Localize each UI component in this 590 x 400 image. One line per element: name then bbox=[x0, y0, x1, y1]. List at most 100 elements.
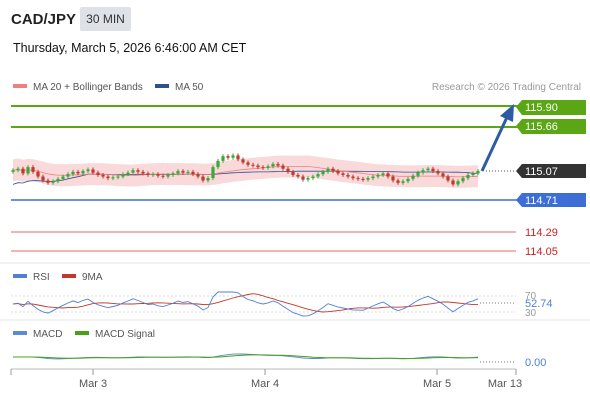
candle-body bbox=[246, 162, 250, 165]
x-tick-label-mar4: Mar 4 bbox=[251, 378, 279, 390]
candle-body bbox=[406, 178, 410, 182]
candle-body bbox=[391, 176, 395, 181]
candle-body bbox=[316, 174, 320, 177]
candle-body bbox=[251, 164, 255, 166]
candle-body bbox=[306, 178, 310, 180]
candle-body bbox=[166, 174, 170, 177]
candle-body bbox=[41, 176, 45, 181]
candle-body bbox=[401, 181, 405, 183]
candle-body bbox=[336, 171, 340, 174]
candle-body bbox=[261, 167, 265, 169]
candle-body bbox=[326, 168, 330, 172]
candle-body bbox=[421, 170, 425, 173]
candle-body bbox=[156, 174, 160, 176]
candle-body bbox=[456, 181, 460, 185]
candle-body bbox=[116, 176, 120, 178]
ma20-legend-label: MA 20 + Bollinger Bands bbox=[33, 82, 143, 93]
candle-body bbox=[256, 165, 260, 168]
candle-body bbox=[31, 167, 35, 172]
candle-body bbox=[471, 173, 475, 175]
interval-button[interactable]: 30 MIN bbox=[80, 7, 131, 31]
candle-body bbox=[231, 155, 235, 158]
candle-body bbox=[201, 176, 205, 181]
candle-body bbox=[311, 176, 315, 179]
candle-body bbox=[416, 172, 420, 176]
candle-body bbox=[191, 171, 195, 175]
candle-body bbox=[176, 171, 180, 174]
candle-body bbox=[66, 174, 70, 177]
candle-body bbox=[286, 168, 290, 172]
candle-body bbox=[56, 178, 60, 182]
candle-body bbox=[121, 174, 125, 177]
candle-body bbox=[371, 176, 375, 179]
candle-body bbox=[86, 169, 90, 172]
candle-body bbox=[356, 178, 360, 180]
candle-body bbox=[241, 159, 245, 163]
candle-body bbox=[81, 171, 85, 174]
candle-body bbox=[211, 167, 215, 179]
candle-body bbox=[101, 174, 105, 177]
rsi-line bbox=[12, 291, 479, 317]
candle-body bbox=[341, 173, 345, 175]
x-tick-label-mar5: Mar 5 bbox=[423, 378, 451, 390]
candle-body bbox=[16, 168, 20, 171]
candle-body bbox=[151, 174, 155, 176]
macd-legend-label: MACD bbox=[33, 329, 62, 340]
candle-body bbox=[301, 176, 305, 180]
candle-body bbox=[346, 174, 350, 177]
candle-body bbox=[71, 171, 75, 175]
projection-arrow bbox=[480, 114, 510, 172]
rsi-level-30-label: 30 bbox=[525, 308, 537, 319]
candle-body bbox=[321, 171, 325, 175]
candle-body bbox=[446, 176, 450, 181]
level-label-r2: 115.90 bbox=[525, 102, 558, 114]
candle-body bbox=[466, 174, 470, 179]
candle-body bbox=[351, 176, 355, 179]
rsi-legend-swatch bbox=[13, 274, 27, 278]
rsi-legend-label: RSI bbox=[33, 272, 50, 283]
candle-body bbox=[196, 174, 200, 177]
level-label-s1: 114.71 bbox=[525, 195, 558, 207]
candle-body bbox=[376, 174, 380, 177]
rsi-value-label: 52.74 bbox=[525, 298, 553, 310]
candle-body bbox=[141, 171, 145, 174]
candle-body bbox=[436, 171, 440, 174]
candle-body bbox=[186, 171, 190, 173]
level-label-s2: 114.29 bbox=[525, 227, 558, 239]
candle-body bbox=[171, 173, 175, 175]
candle-body bbox=[461, 178, 465, 182]
macd-signal-line bbox=[13, 354, 479, 359]
candle-body bbox=[361, 178, 365, 180]
candle-body bbox=[146, 173, 150, 175]
candle-body bbox=[111, 177, 115, 179]
candle-body bbox=[221, 156, 225, 161]
candle-body bbox=[441, 173, 445, 177]
symbol-title: CAD/JPY bbox=[11, 11, 77, 28]
candle-body bbox=[381, 173, 385, 175]
candle-body bbox=[431, 168, 435, 172]
candle-body bbox=[11, 170, 15, 172]
macd-signal-legend-swatch bbox=[75, 331, 89, 335]
x-tick-label-mar13: Mar 13 bbox=[488, 378, 522, 390]
candle-body bbox=[206, 178, 210, 181]
projection-arrowhead bbox=[500, 104, 514, 122]
level-tag-r2 bbox=[516, 100, 586, 115]
level-label-current: 115.07 bbox=[525, 166, 558, 178]
level-tag-s1 bbox=[516, 193, 586, 207]
rsi-ma-legend-swatch bbox=[62, 274, 76, 278]
rsi-ma-legend-label: 9MA bbox=[82, 272, 103, 283]
candle-body bbox=[21, 168, 25, 174]
candle-body bbox=[226, 156, 230, 158]
x-tick-label-mar3: Mar 3 bbox=[79, 378, 107, 390]
macd-value-label: 0.00 bbox=[525, 357, 546, 369]
candle-body bbox=[46, 180, 50, 183]
candle-body bbox=[76, 171, 80, 174]
candle-body bbox=[216, 160, 220, 168]
candle-body bbox=[161, 175, 165, 177]
candle-body bbox=[291, 171, 295, 175]
ma20-legend-swatch bbox=[13, 84, 27, 88]
candle-body bbox=[386, 173, 390, 177]
ma20-line bbox=[12, 166, 479, 178]
ma50-legend-label: MA 50 bbox=[175, 82, 204, 93]
